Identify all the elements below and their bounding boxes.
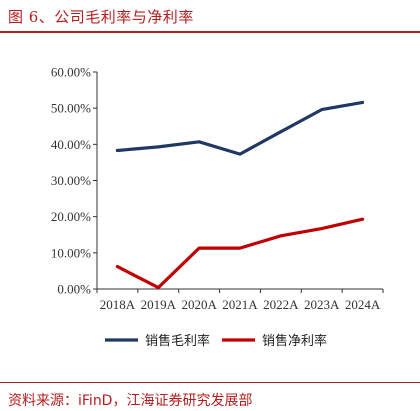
chart-legend: 销售毛利率 销售净利率 bbox=[105, 333, 327, 349]
x-tick-label: 2018A bbox=[100, 297, 136, 312]
x-tick-label: 2022A bbox=[263, 297, 299, 312]
y-tick-label: 0.00% bbox=[57, 282, 91, 297]
y-axis-ticks: 0.00% 10.00% 20.00% 30.00% 40.00% 50.00% 60.00… bbox=[51, 65, 97, 297]
legend-label-2: 销售净利率 bbox=[262, 333, 327, 349]
series-line-1 bbox=[115, 100, 365, 156]
y-tick-label: 30.00% bbox=[51, 173, 91, 188]
x-tick-label: 2024A bbox=[345, 297, 381, 312]
x-tick-label: 2021A bbox=[222, 297, 258, 312]
x-tick-label: 2019A bbox=[141, 297, 177, 312]
source-note: 资料来源：iFinD，江海证券研究发展部 bbox=[8, 393, 253, 409]
x-axis-ticks: 2018A 2019A 2020A 2021A 2022A 2023A 2024A bbox=[96, 289, 384, 312]
y-tick-label: 50.00% bbox=[51, 101, 91, 116]
y-tick-label: 10.00% bbox=[51, 245, 91, 260]
y-tick-label: 40.00% bbox=[51, 137, 91, 152]
line-chart: 0.00% 10.00% 20.00% 30.00% 40.00% 50.00% 60.00… bbox=[51, 65, 384, 349]
x-tick-label: 2020A bbox=[181, 297, 217, 312]
source-divider bbox=[0, 382, 420, 383]
title-divider bbox=[0, 31, 420, 33]
y-tick-label: 60.00% bbox=[51, 65, 91, 80]
chart-series bbox=[115, 100, 365, 290]
legend-label-1: 销售毛利率 bbox=[145, 333, 210, 349]
chart-axes bbox=[96, 72, 383, 290]
series-line-2 bbox=[115, 217, 365, 290]
x-tick-label: 2023A bbox=[304, 297, 340, 312]
y-tick-label: 20.00% bbox=[51, 209, 91, 224]
figure-title: 图 6、公司毛利率与净利率 bbox=[8, 8, 194, 26]
